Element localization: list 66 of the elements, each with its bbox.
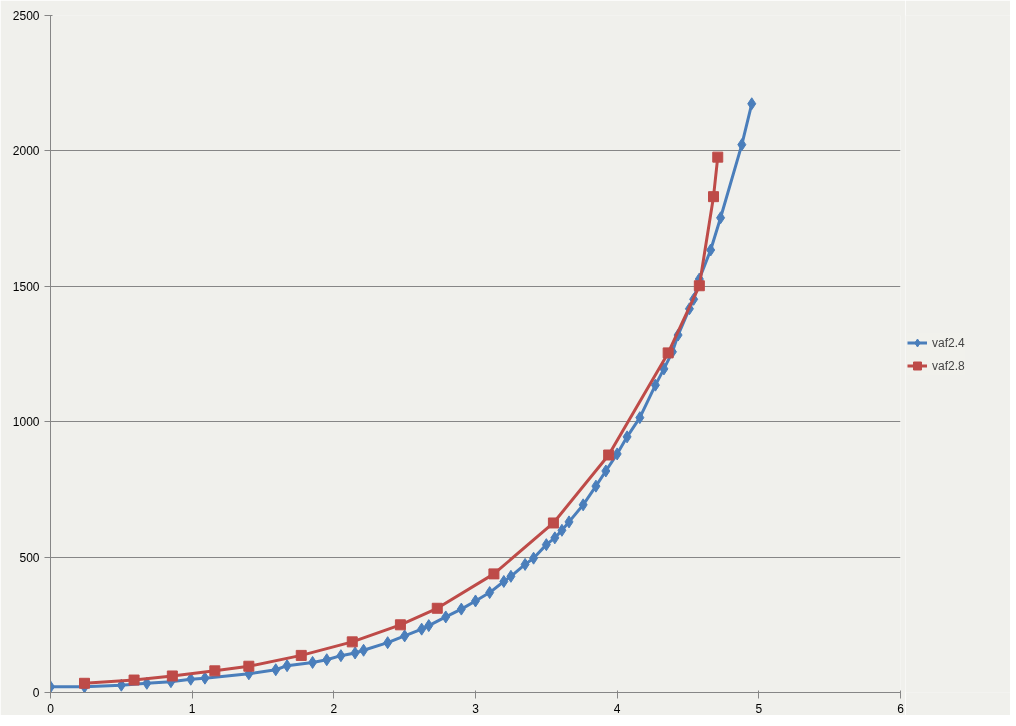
point: [417, 622, 427, 636]
point: [635, 411, 645, 425]
point: [662, 347, 674, 359]
point: [431, 602, 443, 614]
point: [547, 517, 559, 529]
point: [322, 653, 332, 667]
point: [166, 670, 178, 682]
point: [456, 602, 466, 616]
point: [564, 515, 574, 529]
legend-label: vaf2.4: [932, 335, 965, 349]
point: [557, 523, 567, 537]
x-tick-label: 5: [755, 701, 763, 716]
point: [336, 649, 346, 663]
point: [209, 665, 221, 677]
x-tick-label: 1: [188, 701, 196, 716]
point: [737, 138, 747, 152]
y-tick-label: 1500: [12, 279, 40, 294]
point: [622, 430, 632, 444]
point: [350, 646, 360, 660]
point: [650, 378, 660, 392]
x-tick-label: 6: [897, 701, 905, 716]
point: [400, 629, 410, 643]
legend-label: vaf2.8: [932, 358, 965, 372]
point: [550, 531, 560, 545]
point: [591, 479, 601, 493]
y-tick-label: 1000: [12, 415, 40, 430]
point: [383, 636, 393, 650]
point: [499, 574, 509, 588]
x-tick-label: 4: [613, 701, 621, 716]
point: [394, 619, 406, 631]
point: [520, 557, 530, 571]
point: [716, 211, 726, 225]
x-tick-label: 0: [47, 701, 55, 716]
y-tick-label: 2000: [12, 144, 40, 159]
point: [529, 551, 539, 565]
point: [706, 243, 716, 257]
point: [79, 677, 90, 689]
point: [295, 649, 307, 661]
point: [603, 449, 615, 461]
point: [712, 151, 724, 163]
point: [601, 464, 611, 478]
point: [693, 280, 705, 292]
point: [441, 610, 451, 624]
y-tick-label: 2500: [12, 9, 40, 23]
y-tick-label: 0: [32, 686, 40, 700]
point: [612, 447, 622, 461]
point: [506, 569, 516, 583]
point: [578, 498, 588, 512]
point: [200, 671, 210, 685]
point: [359, 643, 369, 657]
point: [541, 538, 551, 552]
point: [424, 619, 434, 633]
point: [346, 636, 358, 648]
point: [708, 191, 719, 203]
point: [747, 97, 757, 111]
point: [282, 659, 292, 673]
point: [488, 568, 500, 580]
x-tick-label: 2: [330, 701, 338, 716]
point: [659, 362, 669, 376]
point: [308, 655, 318, 669]
point: [243, 660, 255, 672]
point: [485, 586, 495, 600]
y-tick-label: 500: [19, 550, 40, 565]
point: [271, 663, 281, 677]
x-tick-label: 3: [472, 701, 480, 716]
point: [128, 674, 140, 686]
